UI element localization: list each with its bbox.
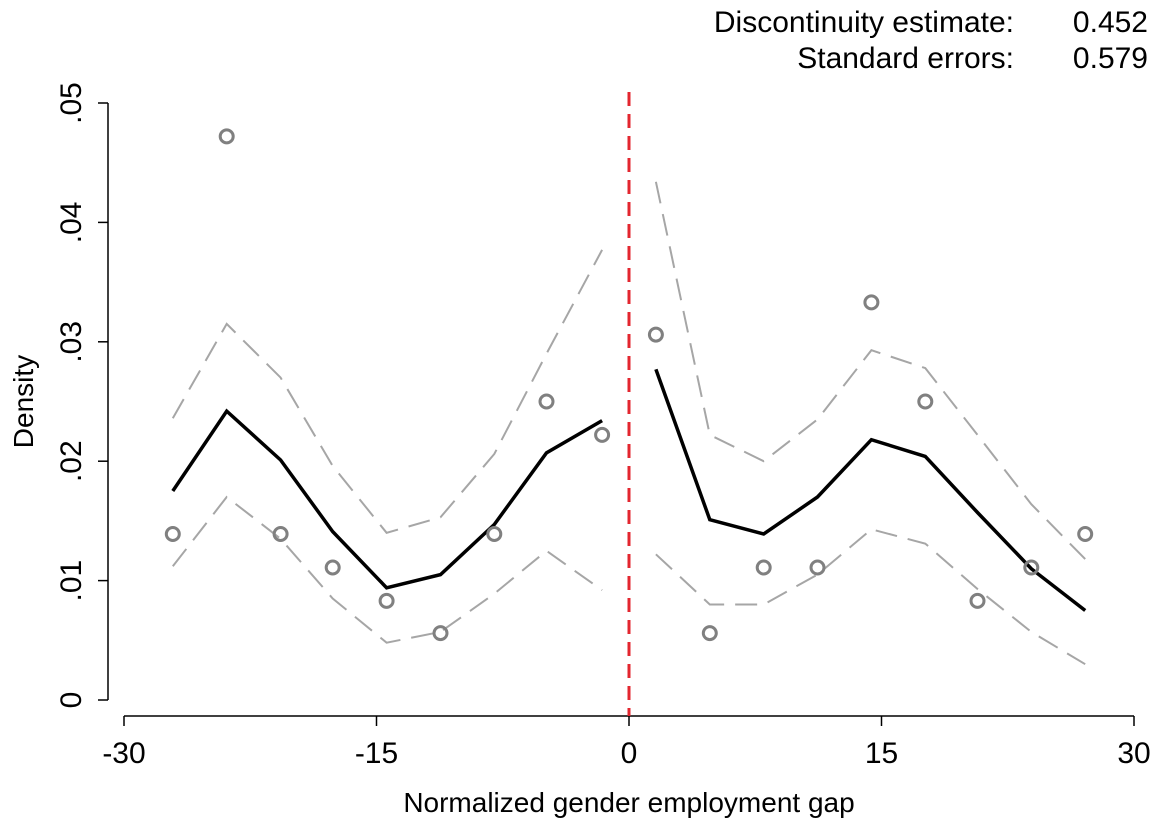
y-tick-label: .02 [55, 440, 88, 482]
right-bin-point [701, 625, 718, 642]
right-bin-point [1023, 559, 1040, 576]
left-bin-point [432, 625, 449, 642]
left-bin-point [164, 526, 181, 542]
left-bin-point [324, 559, 341, 576]
right-bin-point [863, 294, 880, 311]
discontinuity-estimate-label: Discontinuity estimate: [713, 6, 1014, 39]
left-bin-point [378, 592, 395, 609]
discontinuity-estimate-value: 0.452 [1072, 6, 1148, 39]
y-tick-label: .03 [55, 321, 88, 363]
axis-labels: -30 -15 0 15 30 0 .01 .02 .03 .04 .05 Normalized ge… [8, 82, 1151, 818]
standard-errors-label: Standard errors: [797, 42, 1014, 75]
y-tick-label: 0 [55, 692, 88, 709]
y-axis-title: Density [8, 355, 39, 448]
left-bin-point [538, 393, 555, 410]
fit-lines [171, 368, 1087, 612]
standard-errors-value: 0.579 [1072, 42, 1148, 75]
bin-points [164, 128, 1094, 642]
x-tick-label: -30 [102, 737, 145, 770]
left-bin-point [486, 526, 503, 542]
y-tick-label: .01 [55, 560, 88, 602]
right-bin-point [917, 393, 934, 410]
y-tick-label: .04 [55, 202, 88, 244]
right-fit-line [654, 368, 1087, 612]
x-tick-label: 30 [1117, 737, 1150, 770]
x-tick-label: 15 [865, 737, 898, 770]
confidence-bands [171, 181, 1086, 666]
right-ci-lower-line [655, 528, 1086, 666]
right-bin-point [647, 326, 664, 343]
axes [98, 102, 1135, 726]
right-bin-point [969, 592, 986, 609]
left-ci-upper-line [171, 249, 603, 534]
left-bin-point [594, 426, 611, 443]
left-ci-lower-line [172, 495, 603, 644]
left-bin-point [272, 526, 289, 542]
right-bin-point [755, 559, 772, 576]
y-tick-label: .05 [55, 82, 88, 124]
right-ci-upper-line [654, 181, 1086, 560]
right-bin-point [809, 559, 826, 576]
x-axis-title: Normalized gender employment gap [403, 787, 854, 818]
x-tick-label: 0 [621, 737, 638, 770]
left-bin-point [218, 128, 235, 145]
left-fit-line [171, 408, 603, 590]
x-tick-label: -15 [355, 737, 398, 770]
right-bin-point [1077, 526, 1094, 542]
